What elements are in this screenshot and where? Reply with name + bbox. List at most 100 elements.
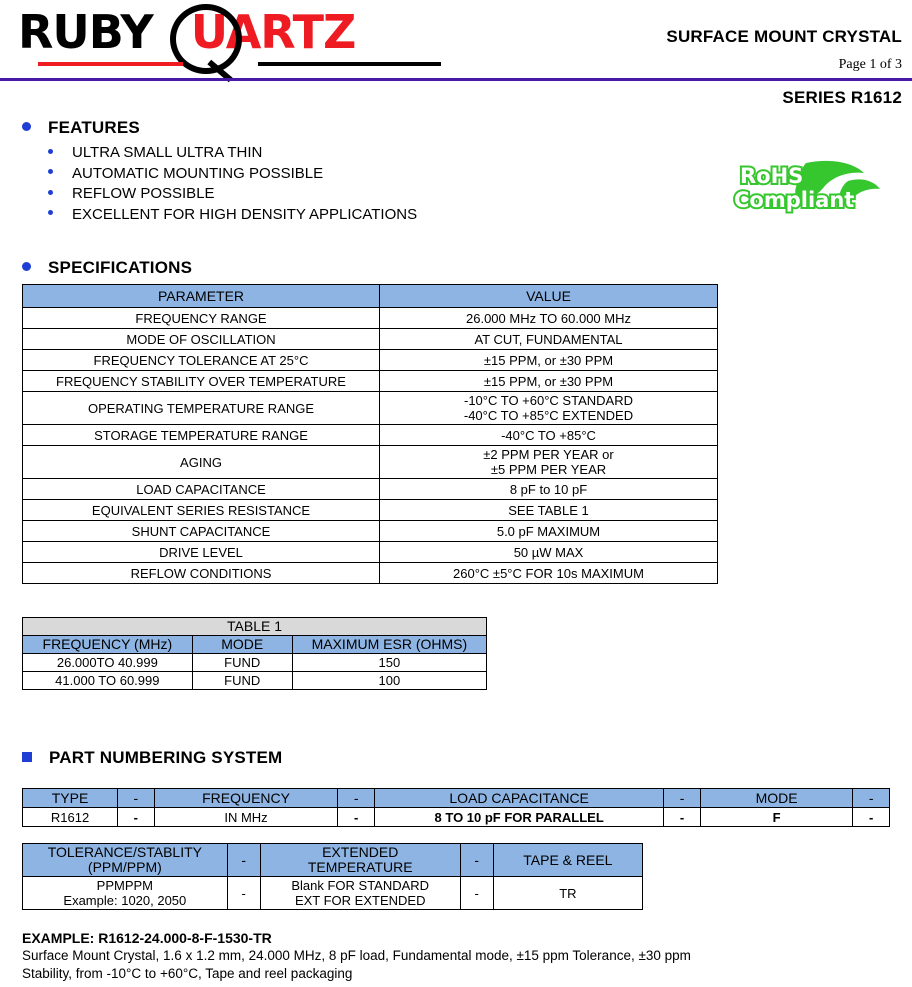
value-mode: F <box>699 807 854 827</box>
separator-dash: - <box>663 807 701 827</box>
list-item: REFLOW POSSIBLE <box>48 184 417 205</box>
esr-frequency: 41.000 TO 60.999 <box>22 671 193 690</box>
spec-parameter: DRIVE LEVEL <box>22 541 380 563</box>
spec-parameter: FREQUENCY TOLERANCE AT 25°C <box>22 349 380 371</box>
spec-value: 5.0 pF MAXIMUM <box>379 520 718 542</box>
rohs-line1: RoHS <box>740 164 803 188</box>
extended-value-line1: Blank FOR STANDARD <box>291 878 430 893</box>
spec-value: ±15 PPM, or ±30 PPM <box>379 349 718 371</box>
spec-value: ±2 PPM PER YEAR or ±5 PPM PER YEAR <box>379 445 718 479</box>
table-row: FREQUENCY RANGE 26.000 MHz TO 60.000 MHz <box>22 307 718 329</box>
spec-value: -10°C TO +60°C STANDARD -40°C TO +85°C E… <box>379 391 718 425</box>
page-number: Page 1 of 3 <box>838 57 902 72</box>
specifications-table: PARAMETER VALUE FREQUENCY RANGE 26.000 M… <box>22 284 718 584</box>
column-header-mode: MODE <box>191 635 293 654</box>
value-type: R1612 <box>21 807 119 827</box>
spec-value: AT CUT, FUNDAMENTAL <box>379 328 718 350</box>
logo-underline-black <box>258 62 441 66</box>
column-header-parameter: PARAMETER <box>22 284 380 308</box>
rohs-compliant-icon: RoHS Compliant <box>728 157 888 219</box>
table-row: MODE OF OSCILLATION AT CUT, FUNDAMENTAL <box>22 328 718 350</box>
feature-label: REFLOW POSSIBLE <box>72 185 215 202</box>
column-header-frequency: FREQUENCY <box>153 788 339 808</box>
example-block: EXAMPLE: R1612-24.000-8-F-1530-TR Surfac… <box>22 929 902 983</box>
separator-dash: - <box>459 843 494 877</box>
example-description-line2: Stability, from -10°C to +60°C, Tape and… <box>22 966 353 981</box>
spec-parameter: LOAD CAPACITANCE <box>22 478 380 500</box>
extended-header-line2: TEMPERATURE <box>307 859 413 875</box>
spec-parameter: FREQUENCY STABILITY OVER TEMPERATURE <box>22 370 380 392</box>
table-header-row: TOLERANCE/STABLITY (PPM/PPM) - EXTENDED … <box>22 843 644 877</box>
specifications-heading-label: SPECIFICATIONS <box>48 258 193 277</box>
logo-q-icon <box>170 4 242 74</box>
tolerance-header-line2: (PPM/PPM) <box>87 859 162 875</box>
features-heading-label: FEATURES <box>48 118 140 137</box>
column-header-esr: MAXIMUM ESR (OHMS) <box>291 635 488 654</box>
bullet-icon <box>48 148 53 154</box>
company-logo: RUBYQUARTZ <box>18 4 458 74</box>
tolerance-header-line1: TOLERANCE/STABLITY <box>47 844 202 860</box>
feature-label: AUTOMATIC MOUNTING POSSIBLE <box>72 164 324 182</box>
specifications-heading: SPECIFICATIONS <box>22 258 192 278</box>
spec-value-line1: -10°C TO +60°C STANDARD <box>464 393 633 408</box>
list-item: AUTOMATIC MOUNTING POSSIBLE <box>48 164 417 185</box>
part-numbering-table-secondary: TOLERANCE/STABLITY (PPM/PPM) - EXTENDED … <box>22 843 644 910</box>
spec-parameter: STORAGE TEMPERATURE RANGE <box>22 424 380 446</box>
separator-dash: - <box>852 807 890 827</box>
spec-value: 260°C ±5°C FOR 10s MAXIMUM <box>379 562 718 584</box>
list-item: EXCELLENT FOR HIGH DENSITY APPLICATIONS <box>48 205 417 226</box>
spec-parameter: AGING <box>22 445 380 479</box>
part-numbering-table-primary: TYPE - FREQUENCY - LOAD CAPACITANCE - MO… <box>21 788 890 827</box>
separator-dash: - <box>226 843 261 877</box>
esr-frequency: 26.000TO 40.999 <box>22 653 193 672</box>
spec-parameter: REFLOW CONDITIONS <box>22 562 380 584</box>
column-header-mode: MODE <box>699 788 854 808</box>
table-header-row: TYPE - FREQUENCY - LOAD CAPACITANCE - MO… <box>21 788 890 808</box>
bullet-icon <box>48 169 53 175</box>
example-description-line1: Surface Mount Crystal, 1.6 x 1.2 mm, 24.… <box>22 948 691 963</box>
spec-parameter: OPERATING TEMPERATURE RANGE <box>22 391 380 425</box>
table-header-row: FREQUENCY (MHz) MODE MAXIMUM ESR (OHMS) <box>22 635 488 654</box>
table-row: FREQUENCY TOLERANCE AT 25°C ±15 PPM, or … <box>22 349 718 371</box>
table-header-row: PARAMETER VALUE <box>22 284 718 308</box>
separator-dash: - <box>337 788 375 808</box>
spec-parameter: FREQUENCY RANGE <box>22 307 380 329</box>
spec-parameter: SHUNT CAPACITANCE <box>22 520 380 542</box>
table-caption-row: TABLE 1 <box>22 617 487 636</box>
tolerance-value-line2: Example: 1020, 2050 <box>63 893 187 908</box>
separator-dash: - <box>337 807 375 827</box>
series-label: SERIES R1612 <box>782 88 902 107</box>
spec-value: 26.000 MHz TO 60.000 MHz <box>379 307 718 329</box>
table-row: SHUNT CAPACITANCE 5.0 pF MAXIMUM <box>22 520 718 542</box>
esr-mode: FUND <box>191 671 293 690</box>
table-row: PPMPPM Example: 1020, 2050 - Blank FOR S… <box>22 876 644 910</box>
table-row: OPERATING TEMPERATURE RANGE -10°C TO +60… <box>22 391 718 425</box>
header-divider <box>0 78 912 81</box>
value-frequency: IN MHz <box>153 807 339 827</box>
logo-ruby-text: RUBY <box>18 5 154 59</box>
feature-label: ULTRA SMALL ULTRA THIN <box>72 144 263 161</box>
table1-caption: TABLE 1 <box>22 617 487 636</box>
table-row: STORAGE TEMPERATURE RANGE -40°C TO +85°C <box>22 424 718 446</box>
column-header-frequency: FREQUENCY (MHz) <box>22 635 193 654</box>
spec-value: 8 pF to 10 pF <box>379 478 718 500</box>
value-load-capacitance: 8 TO 10 pF FOR PARALLEL <box>373 807 665 827</box>
spec-value: SEE TABLE 1 <box>379 499 718 521</box>
bullet-icon <box>48 189 53 195</box>
document-title: SURFACE MOUNT CRYSTAL <box>666 27 902 46</box>
table-row: R1612 - IN MHz - 8 TO 10 pF FOR PARALLEL… <box>21 807 890 827</box>
separator-dash: - <box>117 788 155 808</box>
separator-dash: - <box>852 788 890 808</box>
esr-table: TABLE 1 FREQUENCY (MHz) MODE MAXIMUM ESR… <box>22 617 488 690</box>
column-header-extended-temperature: EXTENDED TEMPERATURE <box>259 843 461 877</box>
value-tape-reel: TR <box>492 876 644 910</box>
table-row: EQUIVALENT SERIES RESISTANCE SEE TABLE 1 <box>22 499 718 521</box>
example-title: EXAMPLE: R1612-24.000-8-F-1530-TR <box>22 930 272 946</box>
value-tolerance-stability: PPMPPM Example: 1020, 2050 <box>22 876 228 910</box>
table-row: 41.000 TO 60.999 FUND 100 <box>22 671 488 690</box>
esr-value: 100 <box>291 671 488 690</box>
spec-value-line1: ±2 PPM PER YEAR or <box>483 447 614 462</box>
features-heading: FEATURES <box>22 118 140 138</box>
separator-dash: - <box>226 876 261 910</box>
